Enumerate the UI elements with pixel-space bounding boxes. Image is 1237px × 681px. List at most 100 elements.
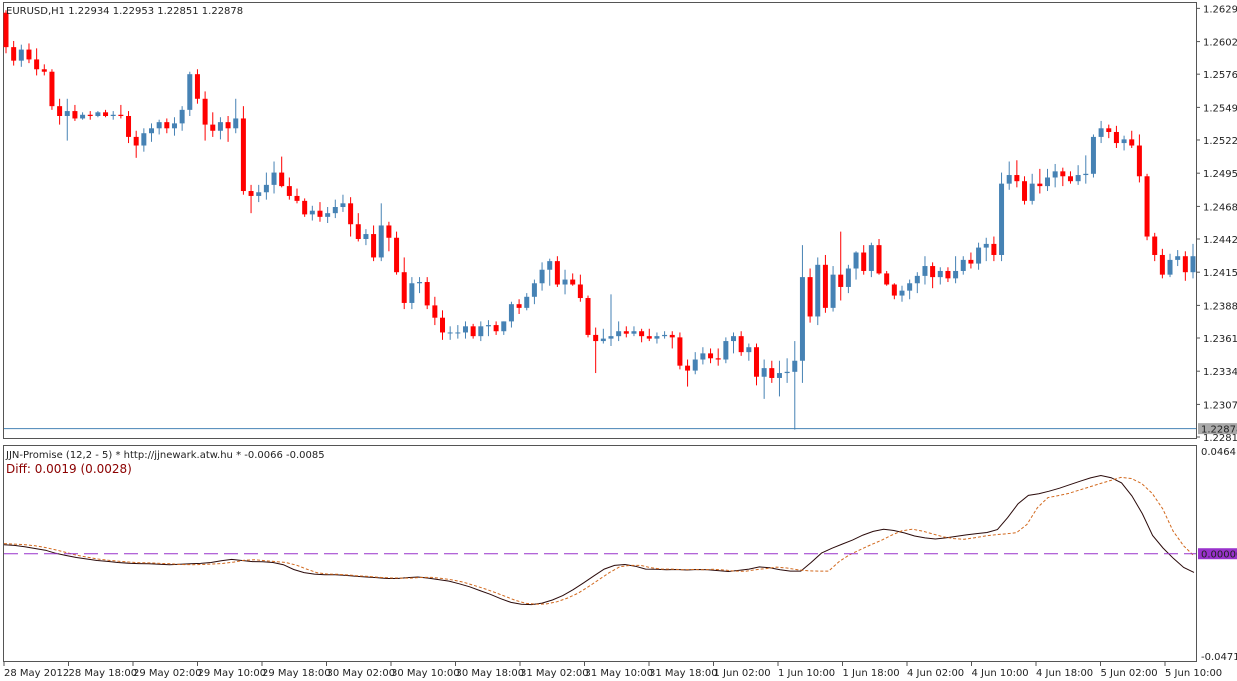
candle-body (761, 368, 767, 377)
candle-body (899, 290, 905, 296)
candle (570, 273, 576, 286)
candle-body (432, 305, 438, 318)
candle (478, 321, 484, 342)
x-tick-label: 4 Jun 02:00 (907, 668, 964, 679)
candle (49, 69, 55, 110)
candle (999, 172, 1005, 262)
candle-body (126, 116, 132, 137)
candle-body (1121, 139, 1127, 144)
candle (1044, 168, 1050, 192)
candle-body (340, 203, 346, 208)
zero-badge (1198, 548, 1237, 560)
candle (462, 321, 468, 339)
candle-body (493, 325, 499, 332)
candle-body (853, 252, 859, 269)
candle-body (1090, 136, 1096, 174)
x-tick-label: 30 May 18:00 (456, 668, 525, 679)
candle-body (271, 172, 277, 185)
candle-body (991, 243, 997, 255)
candle-body (876, 245, 882, 274)
candle-body (217, 122, 223, 131)
candle-body (179, 109, 185, 124)
candle (409, 277, 415, 310)
candle-body (1136, 145, 1142, 177)
candle (746, 343, 752, 361)
candle (669, 331, 675, 349)
candle-body (508, 304, 514, 322)
candle-body (616, 331, 622, 337)
candle-body (417, 282, 423, 284)
candle-body (593, 334, 599, 342)
candle-body (953, 270, 959, 279)
candle (1037, 168, 1043, 194)
candle (968, 252, 974, 269)
candle (1121, 135, 1127, 151)
candle-body (776, 373, 782, 378)
candle-body (677, 337, 683, 366)
current-price-label: 1.22878 (1201, 425, 1237, 436)
candle-body (539, 269, 545, 284)
candle (325, 207, 331, 223)
candle (156, 119, 162, 135)
candle (616, 321, 622, 342)
candle (210, 112, 216, 137)
candle (1075, 165, 1081, 185)
x-tick-label: 29 May 02:00 (133, 668, 202, 679)
candle-body (960, 259, 966, 271)
candle (861, 245, 867, 275)
candle-body (462, 326, 468, 333)
candle-body (1044, 177, 1050, 187)
x-tick-label: 31 May 02:00 (520, 668, 589, 679)
candle-body (968, 259, 974, 264)
candle-body (792, 360, 798, 372)
candle (577, 274, 583, 302)
x-tick-label: 28 May 2012 (4, 668, 69, 679)
candle (983, 237, 989, 262)
candle-body (149, 128, 155, 134)
candle-body (18, 49, 24, 61)
candle-body (302, 200, 308, 215)
candle (248, 184, 254, 214)
candle (455, 325, 461, 339)
candle-body (669, 334, 675, 338)
candle (845, 264, 851, 294)
x-tick-label: 4 Jun 18:00 (1036, 668, 1093, 679)
candle-body (64, 111, 70, 116)
candle-body (531, 283, 537, 297)
candle-body (646, 336, 652, 339)
candle (776, 360, 782, 397)
candle-body (784, 371, 790, 374)
candle (807, 268, 813, 323)
candle (171, 117, 177, 136)
candle (72, 104, 78, 121)
candle (1098, 120, 1104, 144)
candle-body (501, 321, 507, 332)
candle-body (87, 114, 93, 116)
candle-body (371, 234, 377, 258)
candle (1106, 124, 1112, 139)
candle (922, 256, 928, 285)
candle (202, 91, 208, 141)
candle-body (554, 261, 560, 285)
candle (700, 347, 706, 365)
candle-body (1060, 171, 1066, 177)
candle-body (884, 273, 890, 285)
candle-body (654, 336, 660, 339)
x-tick-label: 28 May 18:00 (69, 668, 138, 679)
x-tick-label: 30 May 02:00 (327, 668, 396, 679)
candle-body (478, 326, 484, 337)
candle-body (394, 237, 400, 273)
candle (386, 221, 392, 252)
candle-body (577, 284, 583, 299)
candle-body (930, 266, 936, 278)
candle-body (830, 274, 836, 308)
candle (662, 331, 668, 339)
candle (3, 10, 9, 54)
candle-body (240, 118, 246, 192)
indicator-panel-frame (3, 445, 1197, 662)
candle (830, 266, 836, 312)
candle (424, 277, 430, 310)
candle (141, 128, 147, 152)
x-tick-label: 31 May 18:00 (649, 668, 718, 679)
